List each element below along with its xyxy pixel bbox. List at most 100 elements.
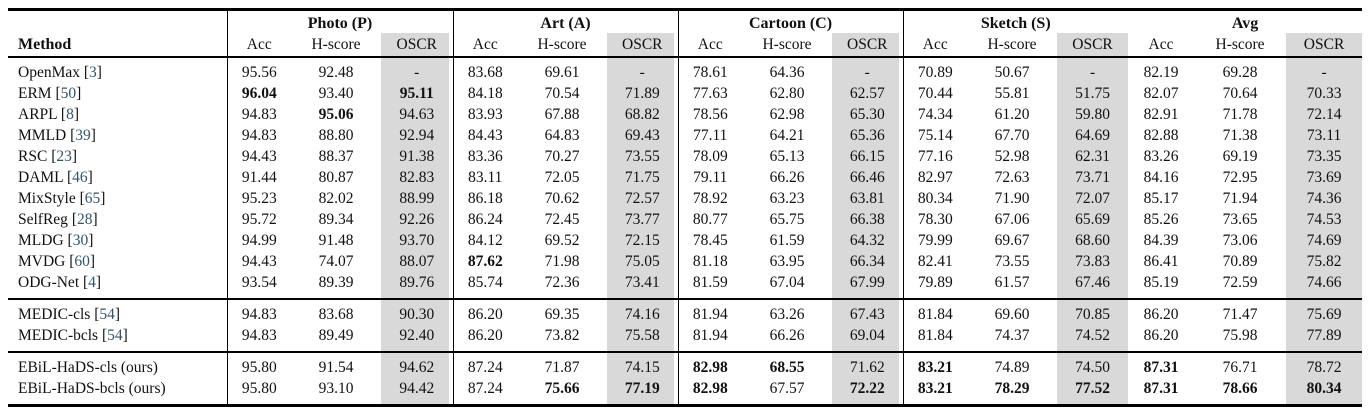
value-cell: 87.31 <box>1143 380 1179 397</box>
value-cell: 65.30 <box>832 104 904 125</box>
value-cell: 92.26 <box>381 209 454 230</box>
value-cell: 71.98 <box>544 253 580 270</box>
value-cell: - <box>607 57 679 83</box>
value-cell: 88.37 <box>318 148 354 165</box>
value-cell: 67.04 <box>769 274 805 291</box>
value-cell: 55.81 <box>994 85 1030 102</box>
row-mixstyle: MixStyle [65] 95.23 82.02 88.99 86.18 70.62 72… <box>8 188 1363 209</box>
value-cell: 80.87 <box>318 169 354 186</box>
value-cell: 71.47 <box>1222 306 1258 323</box>
value-cell: 62.57 <box>832 83 904 104</box>
col-header-cartoon-c-acc: Acc <box>697 35 723 53</box>
value-cell: 86.24 <box>467 211 503 228</box>
row-medic-bcls: MEDIC-bcls [54] 94.83 89.49 92.40 86.20 73.82… <box>8 325 1363 352</box>
value-cell: 88.07 <box>381 251 454 272</box>
method-cell: OpenMax [3] <box>8 57 228 83</box>
value-cell: 78.56 <box>692 106 728 123</box>
value-cell: 70.27 <box>544 148 580 165</box>
value-cell: 82.91 <box>1143 106 1179 123</box>
value-cell: 78.45 <box>692 232 728 249</box>
value-cell: 75.58 <box>607 325 679 352</box>
value-cell: 91.44 <box>241 169 277 186</box>
value-cell: 83.36 <box>467 148 503 165</box>
value-cell: 77.63 <box>692 85 728 102</box>
value-cell: 81.18 <box>692 253 728 270</box>
method-cell: ODG-Net [4] <box>8 272 228 299</box>
value-cell: 94.62 <box>381 352 454 378</box>
value-cell: 89.34 <box>318 211 354 228</box>
value-cell: 86.20 <box>467 306 503 323</box>
value-cell: 83.21 <box>917 380 953 397</box>
value-cell: 68.55 <box>769 359 805 376</box>
value-cell: 80.34 <box>917 190 953 207</box>
value-cell: 70.44 <box>917 85 953 102</box>
row-rsc: RSC [23] 94.43 88.37 91.38 83.36 70.27 73.55 78… <box>8 146 1363 167</box>
value-cell: 82.02 <box>318 190 354 207</box>
value-cell: 69.04 <box>832 325 904 352</box>
citation-ref: 50 <box>60 85 77 102</box>
value-cell: 72.57 <box>607 188 679 209</box>
value-cell: 87.31 <box>1143 359 1179 376</box>
value-cell: 73.55 <box>994 253 1030 270</box>
value-cell: 67.57 <box>769 380 805 397</box>
value-cell: 81.84 <box>917 327 953 344</box>
value-cell: 95.72 <box>241 211 277 228</box>
value-cell: 67.43 <box>832 299 904 325</box>
row-odg-net: ODG-Net [4] 93.54 89.39 89.76 85.74 72.36 73.4… <box>8 272 1363 299</box>
value-cell: 94.43 <box>241 253 277 270</box>
value-cell: 93.40 <box>318 85 354 102</box>
value-cell: 93.54 <box>241 274 277 291</box>
value-cell: 94.63 <box>381 104 454 125</box>
method-header-spacer <box>8 9 228 33</box>
value-cell: 81.94 <box>692 327 728 344</box>
citation-ref: 54 <box>99 306 115 323</box>
value-cell: 74.37 <box>994 327 1030 344</box>
value-cell: 73.35 <box>1286 146 1363 167</box>
method-cell: DAML [46] <box>8 167 228 188</box>
method-cell: MixStyle [65] <box>8 188 228 209</box>
value-cell: 86.18 <box>467 190 503 207</box>
value-cell: 64.21 <box>769 127 805 144</box>
sub-header-row: Method Acc H-score OSCR Acc H-score OSCR Acc H-s… <box>8 33 1363 57</box>
value-cell: 70.64 <box>1222 85 1258 102</box>
value-cell: 62.98 <box>769 106 805 123</box>
value-cell: 61.57 <box>994 274 1030 291</box>
value-cell: 84.43 <box>467 127 503 144</box>
group-header-avg: Avg <box>1231 15 1259 32</box>
value-cell: 64.36 <box>769 64 805 81</box>
value-cell: 83.68 <box>318 306 354 323</box>
value-cell: 73.11 <box>1286 125 1363 146</box>
value-cell: 62.31 <box>1057 146 1129 167</box>
method-name: ARPL <box>18 106 58 123</box>
value-cell: 73.83 <box>1057 251 1129 272</box>
value-cell: 85.74 <box>467 274 503 291</box>
value-cell: 77.19 <box>607 378 679 406</box>
value-cell: 74.34 <box>917 106 953 123</box>
value-cell: 83.68 <box>467 64 503 81</box>
value-cell: 89.49 <box>318 327 354 344</box>
citation-ref: 39 <box>75 127 91 144</box>
value-cell: 74.07 <box>318 253 354 270</box>
value-cell: 79.99 <box>917 232 953 249</box>
value-cell: 82.98 <box>692 359 728 376</box>
value-cell: 63.81 <box>832 188 904 209</box>
value-cell: 75.66 <box>544 380 580 397</box>
value-cell: 74.53 <box>1286 209 1363 230</box>
value-cell: 73.65 <box>1222 211 1258 228</box>
value-cell: 73.41 <box>607 272 679 299</box>
value-cell: 87.24 <box>467 359 503 376</box>
value-cell: 73.06 <box>1222 232 1258 249</box>
row-openmax: OpenMax [3] 95.56 92.48-83.68 69.61-78.61 64… <box>8 57 1363 83</box>
value-cell: 95.80 <box>241 359 277 376</box>
value-cell: 95.06 <box>318 106 354 123</box>
value-cell: 61.20 <box>994 106 1030 123</box>
value-cell: 71.90 <box>994 190 1030 207</box>
value-cell: 72.45 <box>544 211 580 228</box>
method-name: SelfReg <box>18 211 68 228</box>
method-name: MLDG <box>18 232 64 249</box>
value-cell: 72.95 <box>1222 169 1258 186</box>
value-cell: 78.66 <box>1222 380 1258 397</box>
value-cell: 65.13 <box>769 148 805 165</box>
value-cell: 77.11 <box>693 127 728 144</box>
value-cell: 65.36 <box>832 125 904 146</box>
